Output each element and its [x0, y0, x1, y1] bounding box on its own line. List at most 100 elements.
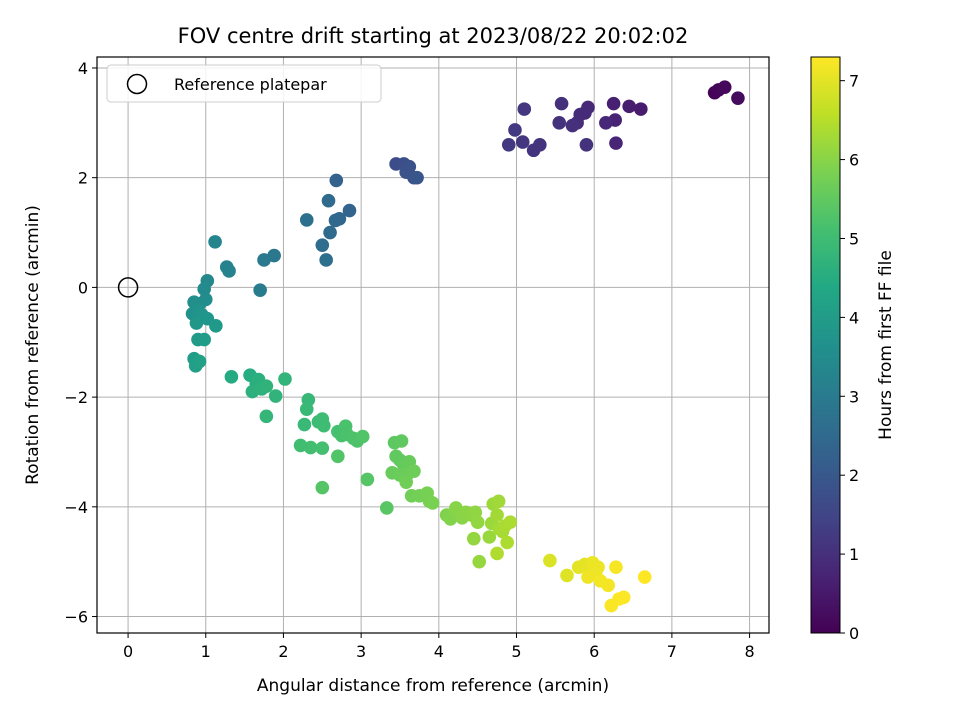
colorbar-tick-label: 1 [849, 545, 859, 564]
data-points [185, 80, 745, 613]
data-point [407, 464, 421, 478]
colorbar-tick-label: 4 [849, 308, 859, 327]
data-point [379, 501, 394, 515]
data-point [637, 570, 652, 584]
x-tick-label: 3 [356, 642, 366, 661]
data-point [634, 102, 648, 116]
data-point [515, 135, 530, 149]
data-point [197, 282, 212, 296]
colorbar-tick-label: 6 [849, 151, 859, 170]
data-point [360, 472, 375, 487]
data-point [490, 546, 504, 561]
data-point [293, 438, 308, 453]
data-point [490, 508, 504, 522]
data-point [257, 253, 271, 267]
data-point [253, 283, 267, 297]
y-tick-label: −6 [64, 608, 88, 627]
data-point [501, 137, 516, 152]
data-point [299, 402, 314, 416]
data-point [224, 370, 239, 384]
data-point [192, 354, 207, 369]
data-point [565, 118, 580, 133]
x-ticks: 0 1 2 3 4 5 6 7 8 [123, 633, 755, 661]
legend-marker [126, 73, 148, 95]
y-tick-label: 4 [78, 59, 88, 78]
x-tick-label: 5 [511, 642, 521, 661]
data-point [410, 170, 424, 185]
data-point [425, 496, 440, 510]
data-point [491, 494, 506, 509]
y-axis-label: Rotation from reference (arcmin) [23, 205, 43, 485]
data-point [616, 590, 631, 605]
data-point [609, 136, 623, 150]
legend-box [106, 64, 382, 103]
x-tick-label: 1 [201, 642, 211, 661]
data-point [470, 515, 485, 529]
data-point [466, 531, 481, 546]
data-point [319, 253, 333, 267]
chart-title: FOV centre drift starting at 2023/08/22 … [178, 24, 689, 48]
data-point [731, 91, 745, 105]
data-point [601, 578, 615, 593]
data-point [394, 434, 409, 448]
data-point [315, 238, 330, 252]
data-point [189, 316, 204, 330]
data-point [508, 123, 522, 137]
data-point [315, 441, 330, 455]
colorbar-tick-label: 7 [849, 72, 859, 91]
data-point [268, 389, 283, 403]
data-point [329, 173, 344, 188]
colorbar-tick-label: 2 [849, 466, 859, 485]
data-point [543, 553, 557, 568]
data-point [482, 530, 497, 544]
data-point [219, 260, 234, 274]
data-point [259, 379, 274, 393]
colorbar [810, 56, 841, 634]
data-point [472, 554, 487, 569]
data-point [560, 568, 574, 583]
data-point [197, 332, 212, 347]
data-point [717, 80, 732, 94]
colorbar-tick-label: 5 [849, 229, 859, 248]
data-point [297, 417, 312, 432]
colorbar-tick-label: 0 [849, 624, 859, 643]
x-tick-label: 8 [744, 642, 754, 661]
data-point [317, 418, 331, 433]
data-point [552, 116, 567, 130]
data-point [342, 203, 357, 218]
y-tick-label: −4 [64, 498, 88, 517]
plot-frame [96, 56, 770, 634]
x-tick-label: 6 [589, 642, 599, 661]
x-tick-label: 0 [123, 642, 133, 661]
legend-label: Reference platepar [174, 75, 327, 94]
data-point [278, 372, 292, 386]
data-point [500, 535, 514, 550]
colorbar-ticks: 0 1 2 3 4 5 6 7 [840, 72, 859, 643]
data-point [321, 193, 336, 208]
x-tick-label: 4 [434, 642, 444, 661]
data-point [328, 213, 343, 228]
x-tick-label: 2 [278, 642, 288, 661]
y-ticks: 4 2 0 −2 −4 −6 [64, 59, 97, 627]
data-point [517, 102, 532, 116]
data-point [331, 449, 345, 464]
data-point [526, 143, 541, 158]
data-point [554, 96, 569, 111]
y-tick-label: 0 [78, 278, 88, 297]
legend: Reference platepar [106, 64, 382, 103]
data-point [581, 570, 595, 584]
data-point [323, 225, 337, 240]
data-point [579, 137, 594, 152]
data-point [399, 475, 413, 489]
colorbar-label: Hours from first FF file [876, 250, 896, 440]
data-point [606, 96, 621, 111]
data-point [259, 409, 274, 424]
plot-area [97, 57, 769, 633]
x-axis-label: Angular distance from reference (arcmin) [257, 676, 609, 696]
data-point [503, 515, 518, 529]
y-tick-label: −2 [64, 388, 88, 407]
data-point [303, 440, 318, 455]
x-tick-label: 7 [667, 642, 677, 661]
data-point [609, 560, 623, 574]
